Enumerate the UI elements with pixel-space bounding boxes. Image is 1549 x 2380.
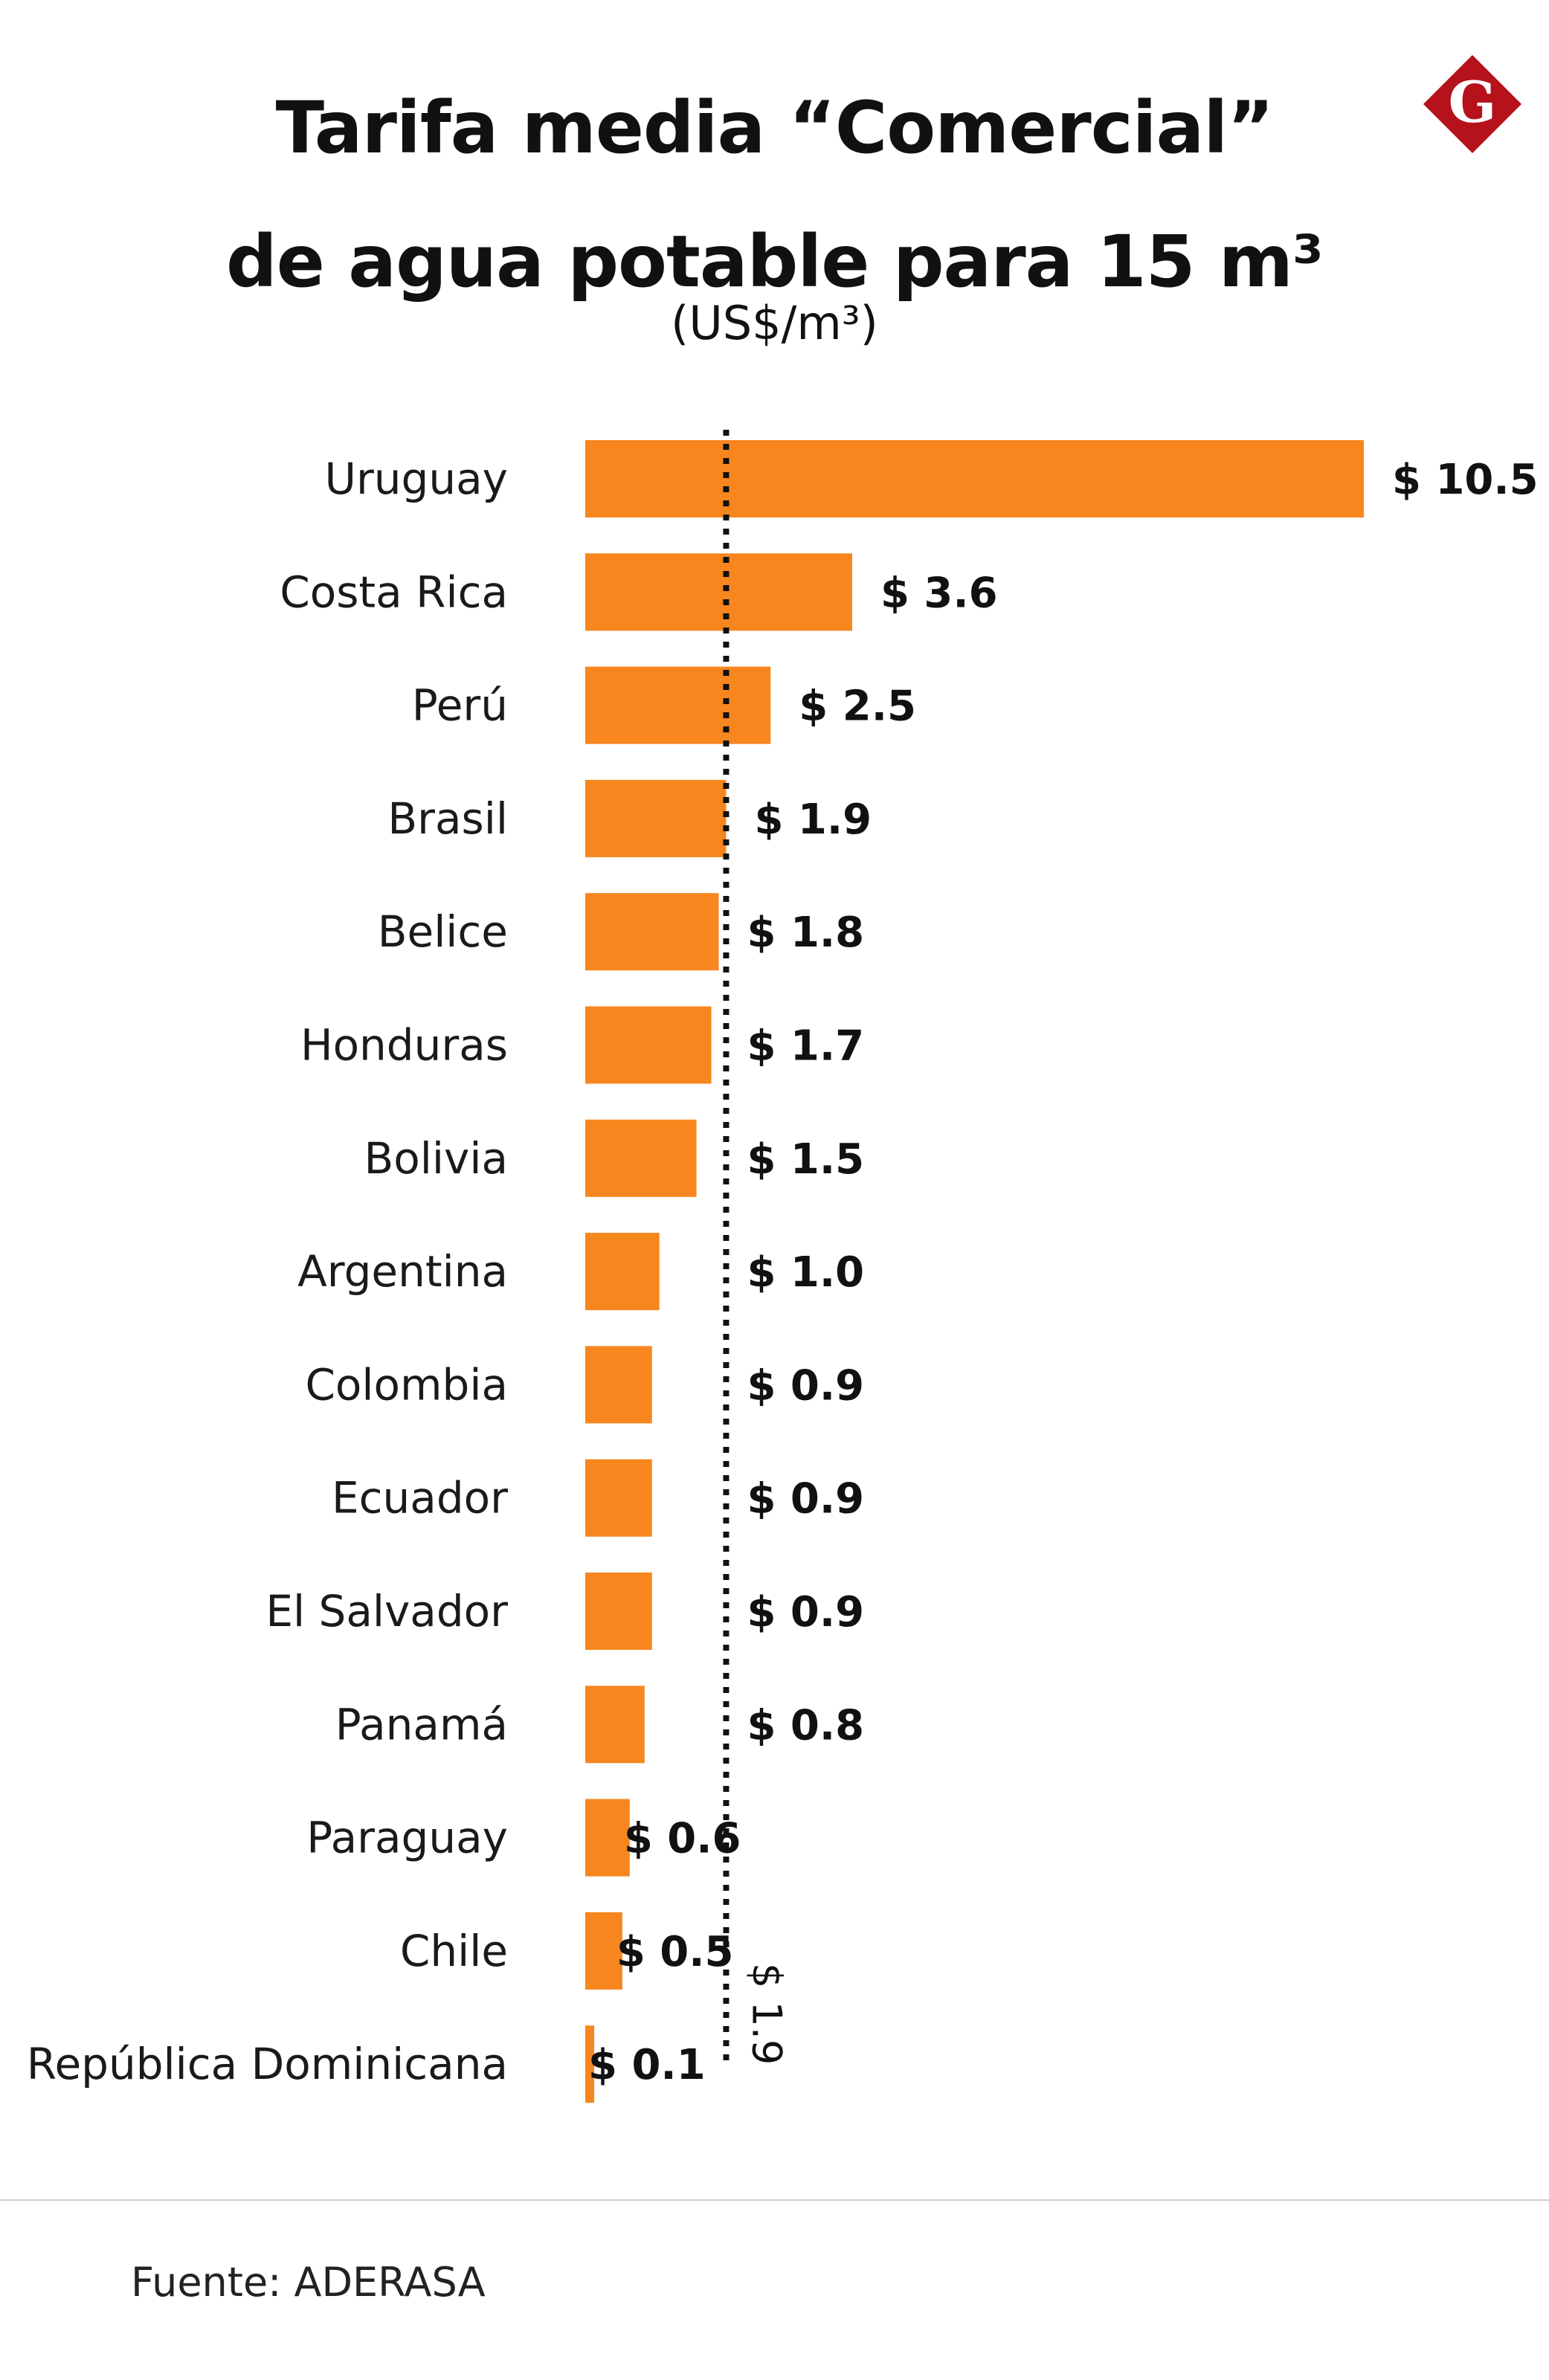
bar-panama xyxy=(585,1686,645,1764)
category-label-chile: Chile xyxy=(400,1926,508,1976)
value-label-argentina: $ 1.0 xyxy=(747,1248,864,1297)
category-label-bolivia: Bolivia xyxy=(364,1133,508,1184)
value-label-colombia: $ 0.9 xyxy=(747,1361,864,1410)
value-label-brasil: $ 1.9 xyxy=(754,796,872,844)
category-label-peru: Perú xyxy=(412,680,508,731)
logo-letter: G xyxy=(1449,69,1497,135)
reference-line-group: $ 1.9 xyxy=(723,430,790,2067)
chart-title-line-1: Tarifa media “Comercial” xyxy=(275,86,1275,170)
value-label-ecuador: $ 0.9 xyxy=(747,1475,864,1523)
category-label-brasil: Brasil xyxy=(387,793,508,844)
value-label-costa-rica: $ 3.6 xyxy=(880,569,998,617)
value-label-bolivia: $ 1.5 xyxy=(747,1135,864,1184)
bar-peru xyxy=(585,666,771,744)
bars-group xyxy=(585,440,1364,2103)
bar-bolivia xyxy=(585,1119,697,1197)
bar-el-salvador xyxy=(585,1573,652,1650)
category-label-paraguay: Paraguay xyxy=(306,1813,508,1863)
value-label-honduras: $ 1.7 xyxy=(747,1022,864,1071)
category-label-republica-dominicana: República Dominicana xyxy=(27,2039,508,2089)
value-label-belice: $ 1.8 xyxy=(747,909,864,957)
category-label-panama: Panamá xyxy=(335,1699,508,1749)
logo-diamond-shape xyxy=(1423,55,1521,153)
bar-chart: $ 1.9 Uruguay Costa Rica Perú Brasil Belice H… xyxy=(27,430,1539,2103)
chart-title-line-2: de agua potable para 15 m³ xyxy=(226,220,1324,303)
category-label-argentina: Argentina xyxy=(297,1246,508,1297)
source-note: Fuente: ADERASA xyxy=(131,2259,486,2306)
reference-line-label: $ 1.9 xyxy=(743,1963,790,2065)
bar-republica-dominicana xyxy=(585,2025,594,2103)
category-label-costa-rica: Costa Rica xyxy=(280,567,508,617)
bar-costa-rica xyxy=(585,553,852,631)
category-label-el-salvador: El Salvador xyxy=(265,1586,508,1636)
value-labels: $ 10.5 $ 3.6 $ 2.5 $ 1.9 $ 1.8 $ 1.7 $ 1.5 $ 1.… xyxy=(588,456,1539,2089)
category-label-uruguay: Uruguay xyxy=(325,454,509,504)
category-label-colombia: Colombia xyxy=(305,1359,508,1410)
bar-colombia xyxy=(585,1346,652,1424)
category-label-ecuador: Ecuador xyxy=(332,1473,508,1523)
value-label-republica-dominicana: $ 0.1 xyxy=(588,2041,706,2089)
category-label-belice: Belice xyxy=(378,906,508,957)
value-label-panama: $ 0.8 xyxy=(747,1701,864,1749)
bar-argentina xyxy=(585,1233,660,1311)
category-label-honduras: Honduras xyxy=(300,1020,508,1071)
bar-ecuador xyxy=(585,1459,652,1537)
diamond-g-logo-icon: G xyxy=(1423,55,1521,153)
bar-belice xyxy=(585,893,719,971)
value-label-el-salvador: $ 0.9 xyxy=(747,1588,864,1636)
value-label-chile: $ 0.5 xyxy=(616,1928,734,1976)
bar-paraguay xyxy=(585,1799,630,1877)
value-label-peru: $ 2.5 xyxy=(799,683,916,731)
chart-subtitle: (US$/m³) xyxy=(671,296,878,350)
bar-chile xyxy=(585,1912,622,1990)
bar-uruguay xyxy=(585,440,1364,517)
value-label-paraguay: $ 0.6 xyxy=(624,1815,741,1863)
bar-honduras xyxy=(585,1006,712,1084)
chart-title: Tarifa media “Comercial” de agua potable… xyxy=(0,61,1549,329)
category-labels: Uruguay Costa Rica Perú Brasil Belice Hondura… xyxy=(27,454,508,2089)
value-label-uruguay: $ 10.5 xyxy=(1392,456,1539,504)
footer-divider xyxy=(0,2199,1549,2201)
bar-brasil xyxy=(585,779,727,857)
